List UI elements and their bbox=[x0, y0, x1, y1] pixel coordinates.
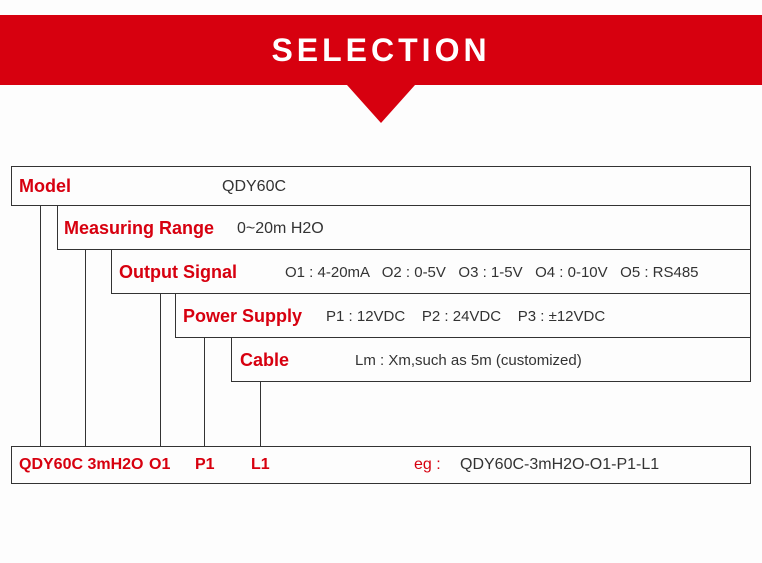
banner-title: SELECTION bbox=[271, 32, 490, 69]
value-model: QDY60C bbox=[222, 178, 286, 196]
example-code-cable: L1 bbox=[251, 456, 270, 474]
vline-output bbox=[160, 294, 161, 446]
vline-model bbox=[40, 206, 41, 446]
label-cable: Cable bbox=[240, 350, 289, 371]
vline-power bbox=[204, 338, 205, 446]
example-eg-label: eg : bbox=[414, 456, 441, 474]
value-range: 0~20m H2O bbox=[237, 220, 324, 238]
label-output: Output Signal bbox=[119, 262, 237, 283]
vline-cable bbox=[260, 382, 261, 446]
value-cable: Lm : Xm,such as 5m (customized) bbox=[355, 352, 582, 369]
example-code-output: O1 bbox=[149, 456, 170, 474]
vline-range bbox=[85, 250, 86, 446]
banner-triangle-icon bbox=[347, 85, 415, 123]
value-output: O1 : 4-20mA O2 : 0-5V O3 : 1-5V O4 : 0-1… bbox=[285, 264, 699, 281]
label-range: Measuring Range bbox=[64, 218, 214, 239]
label-model: Model bbox=[19, 176, 71, 197]
row-model-box bbox=[11, 166, 751, 206]
example-code-model-range: QDY60C 3mH2O bbox=[19, 456, 144, 474]
value-power: P1 : 12VDC P2 : 24VDC P3 : ±12VDC bbox=[326, 308, 605, 325]
example-eg-value: QDY60C-3mH2O-O1-P1-L1 bbox=[460, 456, 659, 474]
example-code-power: P1 bbox=[195, 456, 215, 474]
label-power: Power Supply bbox=[183, 306, 302, 327]
selection-banner: SELECTION bbox=[0, 15, 762, 85]
